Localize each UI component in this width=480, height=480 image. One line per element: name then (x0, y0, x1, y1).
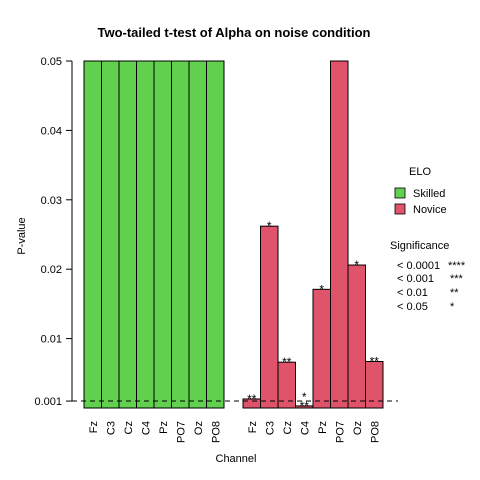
significance-stars-1: **** (448, 260, 466, 272)
bar-skilled-cz (118, 60, 137, 409)
x-tick-label-novice-po7: PO7 (334, 421, 346, 443)
bar-skilled-po8 (206, 60, 225, 409)
legend: ELO Skilled Novice (394, 166, 447, 216)
significance-stars-3: ** (450, 287, 459, 299)
y-tick-label: 0.01 (41, 334, 62, 346)
legend-swatch-novice (394, 203, 406, 215)
legend-title: ELO (409, 166, 431, 178)
x-tick-label-skilled-cz: Cz (123, 421, 135, 434)
star-label-pz: * (319, 282, 324, 296)
bar-skilled-c4 (136, 60, 155, 409)
significance-legend: Significance < 0.0001 **** < 0.001 *** <… (390, 240, 466, 313)
star-label-po8: ** (370, 355, 380, 369)
x-tick-label-novice-oz: Oz (352, 421, 364, 435)
bar-skilled-c3 (101, 60, 120, 409)
bar-skilled-pz (153, 60, 172, 409)
star-label-c3: * (267, 219, 272, 233)
x-tick-label-novice-c4: C4 (299, 421, 311, 435)
bar-novice-oz (347, 264, 366, 409)
y-tick-label: 0.04 (41, 125, 62, 137)
x-tick-label-skilled-oz: Oz (193, 421, 205, 435)
significance-threshold-4: < 0.05 (397, 301, 428, 313)
y-tick-label: 0.02 (41, 264, 62, 276)
x-tick-label-skilled-po8: PO8 (210, 421, 222, 443)
x-tick-label-skilled-c3: C3 (105, 421, 117, 435)
bar-novice-c3 (260, 225, 279, 409)
star-label-fz: ** (247, 392, 257, 406)
legend-entry-skilled: Skilled (413, 188, 445, 200)
significance-threshold-3: < 0.01 (397, 287, 428, 299)
x-axis-label: Channel (216, 453, 257, 465)
star-label-c4-1: ** (300, 399, 310, 413)
y-axis: 0.001 0.01 0.02 0.03 0.04 0.05 (34, 56, 73, 408)
x-tick-label-novice-cz: Cz (282, 421, 294, 434)
significance-title: Significance (390, 240, 449, 252)
x-tick-label-skilled-c4: C4 (140, 421, 152, 435)
chart-title: Two-tailed t-test of Alpha on noise cond… (98, 25, 371, 40)
bar-skilled-oz (188, 60, 207, 409)
x-tick-label-novice-c3: C3 (264, 421, 276, 435)
bar-novice-po7 (330, 60, 349, 409)
x-tick-labels: Fz C3 Cz C4 Pz PO7 Oz PO8 Fz C3 Cz C4 Pz PO7 Oz PO8 (88, 421, 382, 443)
significance-stars-4: * (450, 301, 455, 313)
significance-threshold-2: < 0.001 (397, 273, 434, 285)
bar-skilled-po7 (171, 60, 190, 409)
star-label-oz: * (354, 258, 359, 272)
significance-threshold-1: < 0.0001 (397, 260, 440, 272)
x-tick-label-skilled-fz: Fz (88, 421, 100, 433)
star-label-c4-0: * (302, 390, 307, 404)
bar-novice-cz (277, 361, 296, 409)
legend-entry-novice: Novice (413, 204, 447, 216)
x-tick-label-novice-fz: Fz (247, 421, 259, 433)
x-tick-label-novice-po8: PO8 (369, 421, 381, 443)
y-tick-label: 0.03 (41, 195, 62, 207)
x-tick-label-novice-pz: Pz (317, 421, 329, 434)
x-tick-label-skilled-pz: Pz (158, 421, 170, 434)
star-label-cz: ** (282, 355, 292, 369)
legend-swatch-skilled (394, 187, 406, 199)
y-tick-label: 0.001 (34, 396, 62, 408)
y-tick-label: 0.05 (41, 56, 62, 68)
bar-novice-pz (312, 288, 331, 409)
bar-novice-po8 (365, 361, 384, 409)
significance-stars-2: *** (450, 273, 464, 285)
x-tick-label-skilled-po7: PO7 (175, 421, 187, 443)
y-axis-label: P-value (16, 217, 28, 254)
bars-layer (83, 60, 384, 409)
significance-stars: ************ (247, 219, 379, 413)
bar-skilled-fz (83, 60, 102, 409)
